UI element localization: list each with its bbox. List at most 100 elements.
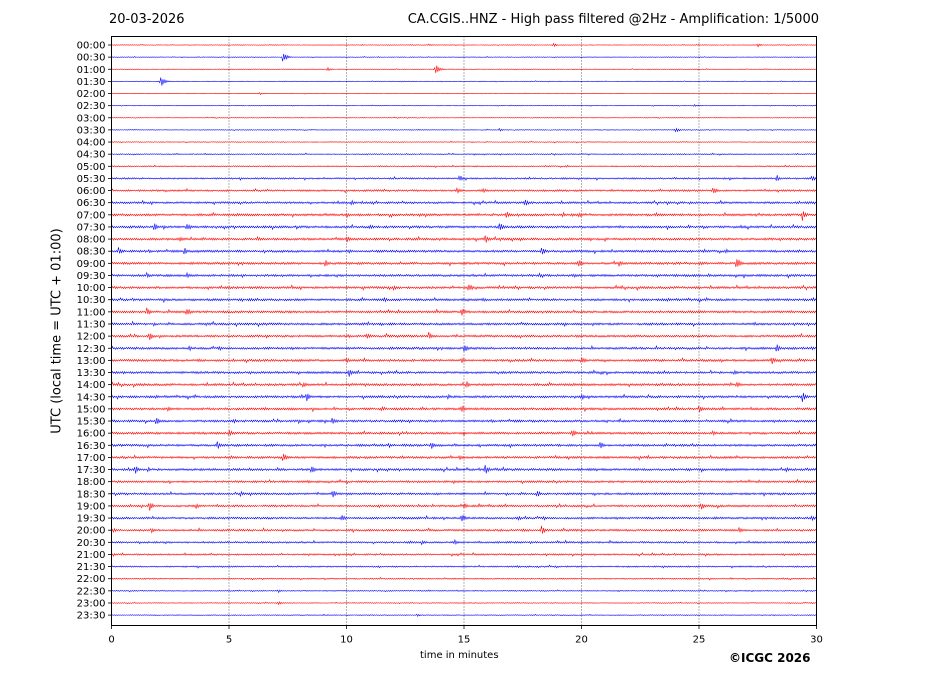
x-tick-label: 5 (226, 635, 232, 646)
x-tick-label: 10 (340, 635, 353, 646)
trace-row-0400 (111, 140, 817, 144)
trace-row-0300 (111, 116, 817, 119)
y-tick-label: 21:00 (77, 550, 106, 561)
y-tick-label: 03:30 (77, 125, 106, 136)
y-tick-label: 10:00 (77, 283, 106, 294)
y-tick-label: 01:00 (77, 65, 106, 76)
trace-row-1830 (111, 490, 817, 498)
y-tick-label: 18:30 (77, 489, 106, 500)
trace-row-1530 (111, 417, 817, 425)
trace-row-1500 (111, 405, 817, 413)
y-tick-label: 12:30 (77, 344, 106, 355)
trace-row-2100 (111, 551, 817, 557)
seismic-traces (111, 42, 817, 617)
y-tick-label: 14:30 (77, 392, 106, 403)
y-tick-label: 16:30 (77, 441, 106, 452)
y-tick-label: 06:30 (77, 198, 106, 209)
y-tick-label: 23:30 (77, 611, 106, 622)
x-tick-label: 20 (575, 635, 588, 646)
y-tick-label: 21:30 (77, 562, 106, 573)
trace-row-1600 (111, 429, 817, 437)
y-tick-label: 11:00 (77, 307, 106, 318)
trace-row-0630 (111, 199, 817, 206)
trace-row-1400 (111, 381, 817, 388)
y-tick-label: 05:00 (77, 162, 106, 173)
trace-row-0200 (111, 92, 817, 96)
trace-row-0500 (111, 164, 817, 169)
trace-row-1930 (111, 515, 817, 522)
x-tick-label: 30 (810, 635, 823, 646)
trace-row-1630 (111, 441, 817, 449)
y-tick-label: 23:00 (77, 598, 106, 609)
x-tick-label: 25 (693, 635, 706, 646)
trace-row-0600 (111, 187, 817, 194)
trace-row-0930 (111, 271, 817, 279)
y-tick-label: 12:00 (77, 332, 106, 343)
y-tick-label: 06:00 (77, 186, 106, 197)
y-tick-label: 19:00 (77, 501, 106, 512)
y-tick-label: 02:30 (77, 101, 106, 112)
trace-row-1130 (111, 320, 817, 328)
y-tick-label: 13:00 (77, 356, 106, 367)
y-tick-label: 07:00 (77, 210, 106, 221)
y-tick-label: 20:00 (77, 526, 106, 537)
y-tick-label: 22:00 (77, 574, 106, 585)
trace-row-0800 (111, 235, 817, 243)
y-tick-label: 05:30 (77, 174, 106, 185)
trace-row-1730 (111, 464, 817, 474)
trace-row-2000 (111, 525, 817, 534)
y-tick-label: 00:30 (77, 53, 106, 64)
trace-row-2130 (111, 564, 817, 569)
trace-row-0230 (111, 103, 817, 107)
date-label: 20-03-2026 (109, 12, 185, 27)
x-axis-ticks: 0 5 10 15 20 25 30 (108, 625, 823, 646)
y-tick-label: 13:30 (77, 368, 106, 379)
trace-row-0830 (111, 247, 817, 255)
trace-row-1700 (111, 453, 817, 461)
y-tick-label: 17:00 (77, 453, 106, 464)
y-axis-label: UTC (local time = UTC + 01:00) (49, 228, 65, 434)
trace-row-0100 (111, 65, 817, 73)
copyright-label: ©ICGC 2026 (729, 651, 811, 665)
trace-row-1200 (111, 332, 817, 340)
y-tick-label: 10:30 (77, 295, 106, 306)
trace-row-0130 (111, 77, 817, 86)
x-tick-label: 15 (458, 635, 471, 646)
y-tick-label: 09:00 (77, 259, 106, 270)
x-tick-label: 0 (108, 635, 114, 646)
y-tick-label: 08:00 (77, 235, 106, 246)
trace-row-1100 (111, 307, 817, 316)
chart-title: CA.CGIS..HNZ - High pass filtered @2Hz -… (407, 12, 819, 27)
y-tick-label: 18:00 (77, 477, 106, 488)
trace-row-2030 (111, 538, 817, 546)
y-tick-label: 20:30 (77, 538, 106, 549)
trace-row-1230 (111, 344, 817, 352)
y-tick-label: 00:00 (77, 41, 106, 52)
trace-row-1800 (111, 478, 817, 485)
trace-row-2200 (111, 576, 817, 581)
y-tick-label: 11:30 (77, 319, 106, 330)
trace-row-0900 (111, 259, 817, 267)
trace-row-1900 (111, 502, 817, 511)
y-tick-label: 07:30 (77, 222, 106, 233)
trace-row-1430 (111, 392, 817, 402)
y-tick-label: 04:30 (77, 150, 106, 161)
vertical-gridlines (228, 36, 700, 626)
trace-row-2230 (111, 589, 817, 594)
y-tick-label: 19:30 (77, 514, 106, 525)
trace-row-0700 (111, 211, 817, 221)
trace-row-1000 (111, 284, 817, 292)
y-tick-label: 15:30 (77, 417, 106, 428)
trace-row-0000 (111, 42, 817, 48)
trace-row-0330 (111, 127, 817, 133)
trace-row-1330 (111, 369, 817, 377)
y-axis-ticks: 00:0000:3001:0001:3002:0002:3003:0003:30… (77, 41, 112, 622)
trace-row-0030 (111, 53, 817, 62)
y-tick-label: 03:00 (77, 113, 106, 124)
y-tick-label: 08:30 (77, 247, 106, 258)
trace-row-1030 (111, 296, 817, 304)
y-tick-label: 09:30 (77, 271, 106, 282)
trace-row-0530 (111, 175, 817, 182)
y-tick-label: 14:00 (77, 380, 106, 391)
